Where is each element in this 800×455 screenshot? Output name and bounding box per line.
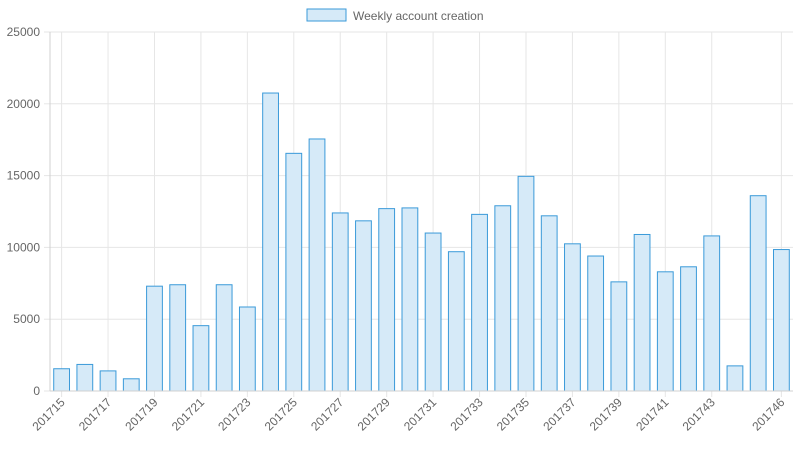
bar-201732[interactable]: [447, 251, 465, 392]
bar-201716[interactable]: [76, 363, 94, 392]
x-tick-label: 201731: [401, 395, 439, 433]
legend-label: Weekly account creation: [353, 9, 484, 23]
x-tick-label: 201733: [447, 395, 485, 433]
bar-201721[interactable]: [192, 325, 210, 392]
legend-swatch: [306, 8, 347, 22]
y-tick-label: 10000: [7, 240, 41, 254]
bar-201718[interactable]: [122, 378, 140, 392]
bar-201740[interactable]: [633, 233, 651, 392]
bar-201737[interactable]: [564, 243, 581, 392]
x-tick-label: 201741: [633, 395, 671, 433]
bar-201730[interactable]: [401, 207, 419, 392]
x-tick-label: 201743: [680, 395, 718, 433]
bar-201734[interactable]: [494, 205, 512, 392]
bar-201733[interactable]: [471, 213, 488, 392]
x-tick-label: 201723: [215, 395, 253, 433]
y-tick-label: 5000: [13, 312, 40, 326]
bar-201743[interactable]: [703, 235, 721, 392]
y-tick-label: 25000: [7, 25, 41, 39]
bar-201723[interactable]: [238, 306, 256, 392]
y-tick-label: 0: [33, 384, 40, 398]
bar-201727[interactable]: [331, 212, 349, 392]
bar-201746[interactable]: [773, 249, 790, 392]
x-tick-label: 201746: [749, 395, 787, 433]
bar-201742[interactable]: [680, 266, 697, 392]
x-tick-label: 201735: [494, 395, 532, 433]
bar-201736[interactable]: [540, 215, 558, 392]
y-axis: 0 5000 10000 15000 20000 25000: [7, 25, 51, 398]
bar-201724[interactable]: [262, 92, 279, 392]
x-tick-label: 201729: [355, 395, 393, 433]
x-tick-label: 201725: [262, 395, 300, 433]
x-tick-label: 201721: [169, 395, 207, 433]
x-tick-label: 201719: [122, 395, 160, 433]
bar-201739[interactable]: [610, 281, 628, 392]
bar-201738[interactable]: [587, 255, 605, 392]
bar-201719[interactable]: [146, 285, 163, 392]
x-axis: 201715 201717 201719 201721 201723 201725 2017…: [30, 390, 793, 433]
bar-201741[interactable]: [656, 271, 674, 392]
bar-201731[interactable]: [424, 232, 442, 392]
bar-201735[interactable]: [517, 175, 535, 392]
bars: [53, 92, 790, 392]
x-tick-label: 201717: [76, 395, 114, 433]
bar-201744[interactable]: [726, 365, 744, 392]
bar-201726[interactable]: [308, 138, 326, 392]
x-tick-label: 201727: [308, 395, 346, 433]
x-tick-label: 201739: [587, 395, 625, 433]
bar-201745[interactable]: [749, 195, 767, 392]
y-tick-label: 15000: [7, 169, 41, 183]
x-tick-label: 201737: [540, 395, 578, 433]
bar-201720[interactable]: [169, 284, 187, 392]
bar-201729[interactable]: [378, 208, 396, 392]
y-tick-label: 20000: [7, 97, 41, 111]
legend[interactable]: Weekly account creation: [306, 8, 484, 23]
bar-201722[interactable]: [215, 284, 233, 392]
bar-201728[interactable]: [355, 220, 372, 392]
bar-201725[interactable]: [285, 152, 303, 392]
bar-201715[interactable]: [53, 368, 71, 392]
bar-201717[interactable]: [99, 370, 117, 392]
x-tick-label: 201715: [30, 395, 68, 433]
